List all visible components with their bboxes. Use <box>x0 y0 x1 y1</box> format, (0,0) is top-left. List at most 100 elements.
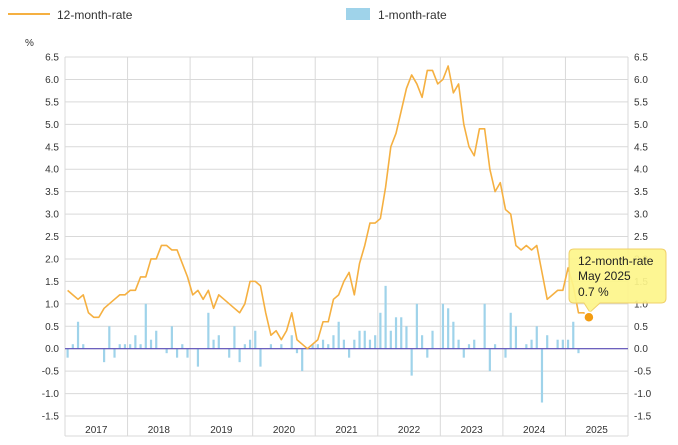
x-tick-label-year: 2021 <box>335 425 358 436</box>
monthly-bar <box>134 335 137 349</box>
monthly-bar <box>572 321 575 349</box>
monthly-bar <box>566 339 570 349</box>
monthly-bar <box>525 344 528 349</box>
monthly-bar <box>103 348 106 363</box>
y-tick-label-left: -1.5 <box>42 412 60 423</box>
monthly-bar <box>337 321 340 349</box>
monthly-bar <box>118 344 121 349</box>
y-tick-label-right: 0.0 <box>634 344 648 355</box>
x-tick-label-year: 2020 <box>273 425 296 436</box>
monthly-bar <box>316 344 319 349</box>
monthly-bar <box>181 344 184 349</box>
monthly-bar <box>144 303 147 349</box>
monthly-bar <box>546 335 549 349</box>
tooltip: 12-month-rate May 2025 0.7 % <box>568 248 667 314</box>
x-tick-label-year: 2022 <box>398 425 421 436</box>
monthly-bar <box>457 339 460 349</box>
monthly-bar <box>353 339 356 349</box>
highlight-marker[interactable] <box>583 311 595 324</box>
x-tick-label-year: 2017 <box>85 425 108 436</box>
monthly-bar <box>420 335 424 349</box>
y-tick-label-left: 5.0 <box>45 120 59 131</box>
monthly-bar <box>332 335 335 349</box>
legend-annual-label: 12-month-rate <box>57 8 133 22</box>
y-tick-label-left: 1.0 <box>45 299 59 310</box>
y-tick-label-left: 4.5 <box>45 142 59 153</box>
legend-monthly-label: 1-month-rate <box>378 8 447 22</box>
y-tick-label-left: 1.5 <box>45 277 59 288</box>
monthly-bar <box>170 326 173 349</box>
monthly-bar <box>113 348 116 358</box>
y-tick-label-right: 5.5 <box>634 97 648 108</box>
monthly-bar <box>269 344 273 349</box>
monthly-bar <box>400 317 403 349</box>
monthly-bar <box>243 344 246 349</box>
monthly-bar <box>358 330 361 349</box>
y-tick-label-left: 3.5 <box>45 187 59 198</box>
tooltip-date: May 2025 <box>578 269 631 283</box>
y-axis-left: -1.5 -1.0 -0.5 0.0 0.5 1.0 1.5 2.0 2.5 3.0 3.5 4.0 4… <box>42 53 60 423</box>
monthly-bar <box>368 339 372 349</box>
x-tick-label-year: 2018 <box>148 425 171 436</box>
y-tick-label-left: 0.5 <box>45 322 59 333</box>
monthly-bar <box>186 348 189 358</box>
y-tick-label-right: 1.0 <box>634 299 648 310</box>
monthly-bar <box>473 339 476 349</box>
y-tick-label-left: 2.5 <box>45 232 59 243</box>
monthly-bar <box>66 348 69 358</box>
monthly-bar <box>196 348 200 367</box>
monthly-bar <box>462 348 465 358</box>
y-tick-label-left: 5.5 <box>45 97 59 108</box>
monthly-bar <box>561 339 564 349</box>
y-tick-label-left: 4.0 <box>45 165 59 176</box>
y-tick-label-right: 0.5 <box>634 322 648 333</box>
monthly-bar <box>207 312 210 349</box>
y-tick-label-left: 0.0 <box>45 344 59 355</box>
monthly-bar <box>342 339 345 349</box>
monthly-bar <box>348 348 351 358</box>
monthly-bar <box>327 344 330 349</box>
y-tick-label-left: 3.0 <box>45 210 59 221</box>
y-tick-label-right: 6.5 <box>634 53 648 64</box>
monthly-bar <box>139 344 142 349</box>
monthly-bar <box>415 303 418 349</box>
monthly-bar <box>452 321 455 349</box>
monthly-bar <box>384 285 387 349</box>
monthly-bar <box>212 339 215 349</box>
monthly-bar <box>426 348 429 358</box>
monthly-bar <box>311 344 314 349</box>
monthly-bar <box>76 321 80 349</box>
x-tick-label-year: 2025 <box>586 425 609 436</box>
monthly-bar <box>363 330 366 349</box>
monthly-bar <box>410 348 413 376</box>
y-tick-label-right: 5.0 <box>634 120 648 131</box>
y-tick-label-left: -1.0 <box>42 389 60 400</box>
tooltip-series: 12-month-rate <box>578 254 654 268</box>
monthly-bar <box>71 344 74 349</box>
tooltip-box <box>568 248 667 314</box>
y-tick-label-left: 2.0 <box>45 254 59 265</box>
y-tick-label-left: -0.5 <box>42 367 60 378</box>
y-tick-label-right: 6.0 <box>634 75 648 86</box>
monthly-bar <box>405 326 408 349</box>
monthly-bar <box>535 326 538 349</box>
monthly-bar <box>295 348 299 354</box>
y-axis-right: -1.5-1.0-0.50.00.51.01.52.02.53.03.54.04… <box>634 53 652 423</box>
monthly-bar <box>280 344 283 349</box>
monthly-bar <box>108 326 111 349</box>
monthly-bar <box>248 339 252 349</box>
monthly-bar <box>217 335 220 349</box>
x-tick-label-year: 2024 <box>523 425 546 436</box>
monthly-bar <box>301 348 304 372</box>
monthly-bar <box>321 339 325 349</box>
monthly-bar <box>123 344 127 349</box>
legend[interactable]: 12-month-rate 1-month-rate <box>8 8 447 22</box>
monthly-bar <box>233 326 236 349</box>
monthly-bar <box>155 330 158 349</box>
monthly-bar <box>290 335 293 349</box>
monthly-bar <box>259 348 262 367</box>
monthly-bar <box>530 339 533 349</box>
monthly-bar <box>488 348 491 372</box>
annual-rate-line <box>67 65 590 350</box>
